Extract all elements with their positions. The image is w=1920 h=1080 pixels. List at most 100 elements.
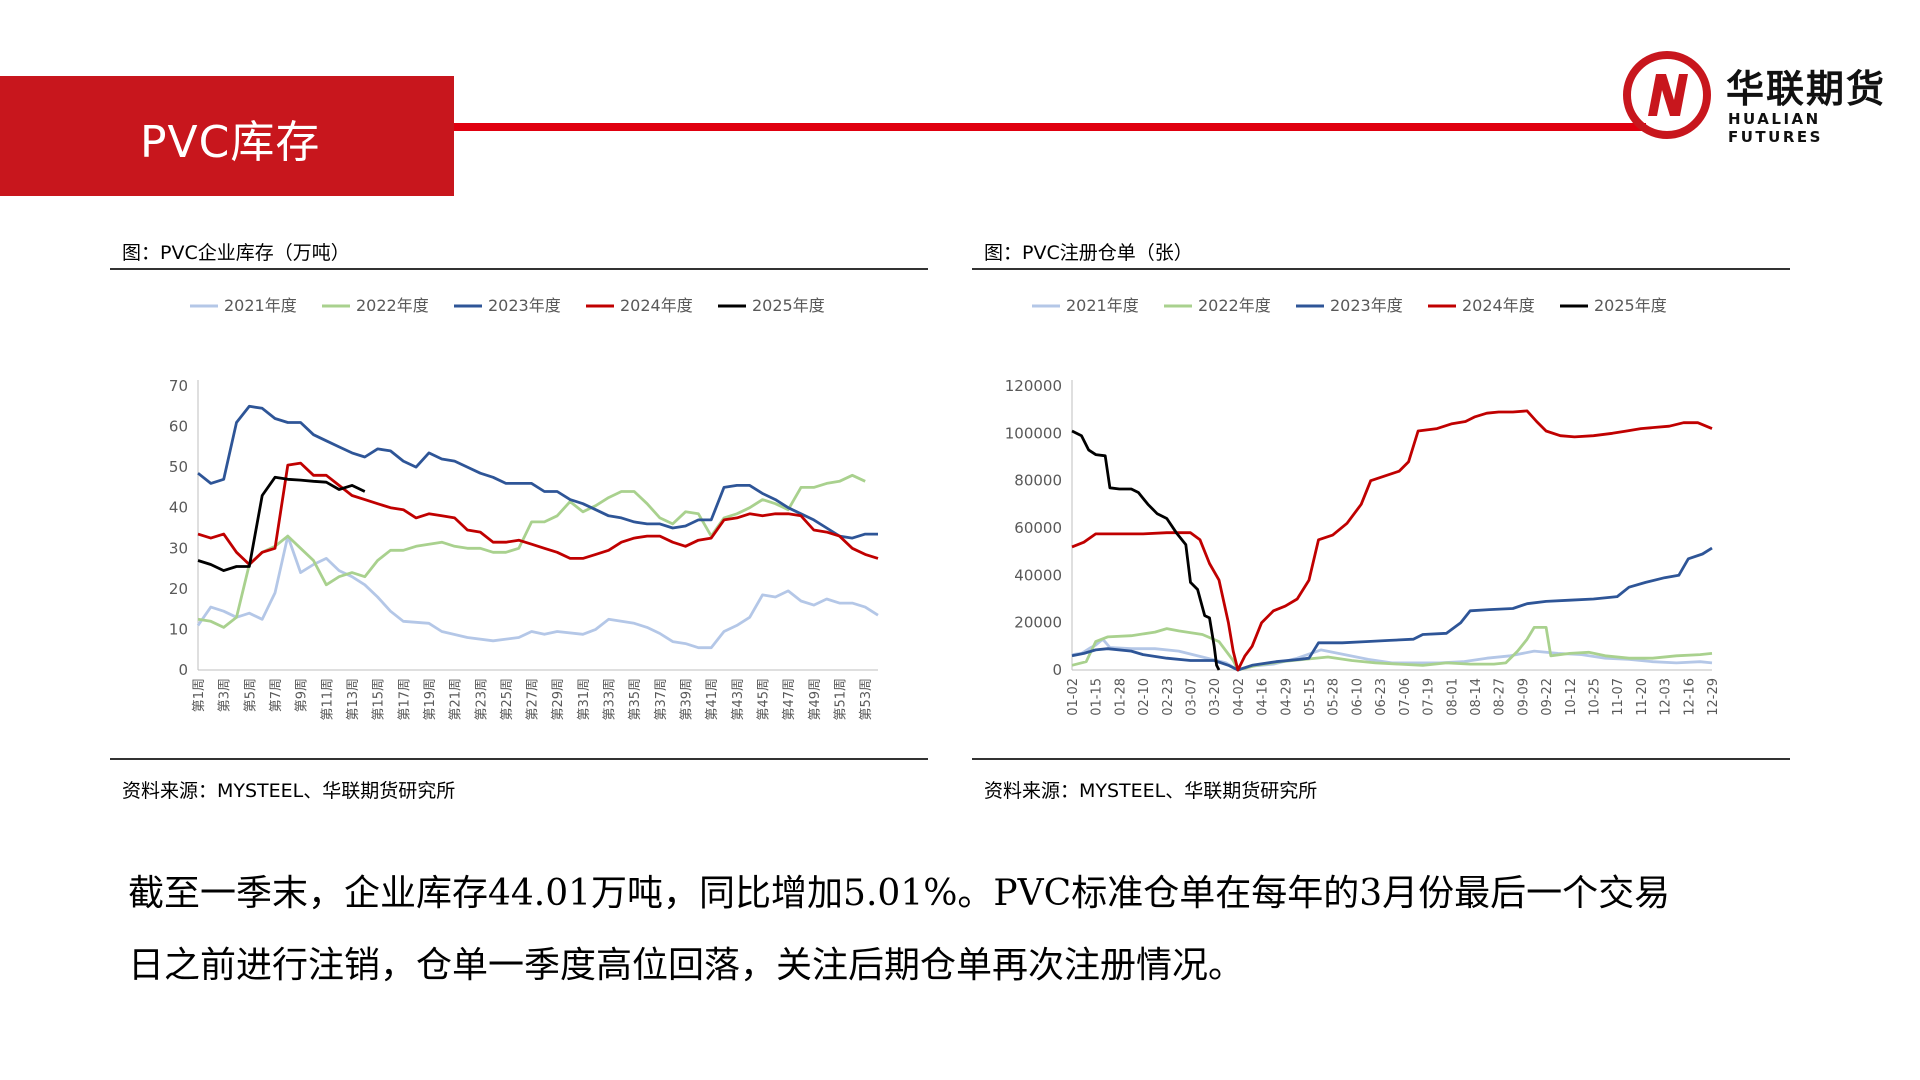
legend-label: 2023年度 — [488, 296, 561, 315]
x-tick-label: 第25周 — [500, 678, 515, 721]
company-logo: 华联期货 HUALIAN FUTURES — [1622, 50, 1912, 146]
x-tick-label: 03-07 — [1185, 678, 1200, 716]
chart-top-rule — [110, 268, 928, 270]
x-tick-label: 第49周 — [808, 678, 823, 721]
y-tick-label: 40 — [169, 499, 188, 517]
commentary-line: 日之前进行注销，仓单一季度高位回落，关注后期仓单再次注册情况。 — [128, 945, 1245, 986]
x-tick-label: 04-02 — [1232, 678, 1247, 716]
y-tick-label: 10 — [169, 620, 188, 638]
x-tick-label: 第13周 — [346, 678, 361, 721]
legend-label: 2025年度 — [1594, 296, 1667, 315]
commentary: 截至一季末，企业库存44.01万吨，同比增加5.01%。PVC标准仓单在每年的3… — [128, 858, 1808, 1002]
chart-top-rule — [972, 268, 1790, 270]
x-tick-label: 第41周 — [705, 678, 720, 721]
x-tick-label: 第21周 — [449, 678, 464, 721]
x-tick-label: 02-23 — [1161, 678, 1176, 716]
y-tick-label: 80000 — [1014, 472, 1062, 490]
x-tick-label: 01-28 — [1113, 678, 1128, 716]
y-tick-label: 100000 — [1005, 424, 1062, 442]
x-tick-label: 04-29 — [1279, 678, 1294, 716]
x-tick-label: 08-01 — [1445, 678, 1460, 716]
x-tick-label: 10-12 — [1564, 678, 1579, 716]
y-tick-label: 120000 — [1005, 377, 1062, 395]
y-tick-label: 40000 — [1014, 566, 1062, 584]
x-tick-label: 06-23 — [1374, 678, 1389, 716]
x-tick-label: 12-29 — [1706, 678, 1721, 716]
series-line-2025年度 — [1071, 429, 1221, 671]
x-tick-label: 第43周 — [731, 678, 746, 721]
legend-label: 2021年度 — [224, 296, 297, 315]
chart-source: 资料来源：MYSTEEL、华联期货研究所 — [984, 780, 1318, 802]
y-tick-label: 60000 — [1014, 519, 1062, 537]
warehouse-receipt-line-chart: 2021年度 2022年度 2023年度 2024年度 2025年度 0 20000 4000… — [1005, 296, 1721, 716]
x-tick-label: 第51周 — [834, 678, 849, 721]
x-tick-label: 第39周 — [680, 678, 695, 721]
x-tick-label: 第47周 — [782, 678, 797, 721]
x-tick-label: 09-09 — [1516, 678, 1531, 716]
series-line-2021年度 — [1071, 637, 1713, 672]
chart-title: 图：PVC注册仓单（张） — [984, 242, 1193, 264]
x-tick-label: 第37周 — [654, 678, 669, 721]
x-tick-label: 08-27 — [1493, 678, 1508, 716]
logo-chinese-name: 华联期货 — [1726, 67, 1887, 111]
series-line-2024年度 — [1071, 409, 1713, 672]
legend-label: 2024年度 — [1462, 296, 1535, 315]
x-tick-label: 第11周 — [320, 678, 335, 721]
x-tick-label: 第45周 — [757, 678, 772, 721]
chart-bottom-rule — [110, 758, 928, 760]
x-tick-label: 11-20 — [1635, 678, 1650, 716]
x-tick-label: 05-28 — [1327, 678, 1342, 716]
hualian-logo-icon — [1623, 51, 1711, 139]
x-tick-label: 01-02 — [1066, 678, 1081, 716]
logo-english-name: HUALIAN FUTURES — [1728, 110, 1823, 146]
legend-label: 2025年度 — [752, 296, 825, 315]
x-tick-label: 03-20 — [1208, 678, 1223, 716]
series-line-2023年度 — [1071, 546, 1713, 672]
y-tick-label: 20000 — [1014, 614, 1062, 632]
chart-bottom-rule — [972, 758, 1790, 760]
series-line-2021年度 — [196, 534, 879, 650]
x-tick-label: 10-25 — [1587, 678, 1602, 716]
chart-title: 图：PVC企业库存（万吨） — [122, 242, 350, 264]
x-tick-label: 第7周 — [269, 678, 284, 712]
x-tick-label: 第23周 — [474, 678, 489, 721]
warehouse-receipt-chart-panel: 图：PVC注册仓单（张） 2021年度 2022年度 2023年度 2024年度 202… — [972, 236, 1790, 806]
x-tick-label: 第1周 — [192, 678, 207, 712]
legend-label: 2022年度 — [1198, 296, 1271, 315]
x-tick-label: 09-22 — [1540, 678, 1555, 716]
series-line-2022年度 — [197, 473, 866, 629]
x-tick-label: 第9周 — [295, 678, 310, 712]
x-tick-label: 第15周 — [372, 678, 387, 721]
x-tick-label: 第53周 — [859, 678, 874, 721]
x-tick-label: 02-10 — [1137, 678, 1152, 716]
x-tick-label: 第19周 — [423, 678, 438, 721]
x-tick-label: 第35周 — [628, 678, 643, 721]
header-rule — [454, 123, 1646, 131]
x-tick-label: 第3周 — [218, 678, 233, 712]
x-tick-label: 11-07 — [1611, 678, 1626, 716]
title-banner — [0, 76, 454, 196]
x-tick-label: 第33周 — [603, 678, 618, 721]
chart-source: 资料来源：MYSTEEL、华联期货研究所 — [122, 780, 456, 802]
y-tick-label: 70 — [169, 377, 188, 395]
y-tick-label: 50 — [169, 458, 188, 476]
legend-label: 2022年度 — [356, 296, 429, 315]
x-tick-label: 04-16 — [1256, 678, 1271, 716]
x-tick-label: 06-10 — [1350, 678, 1365, 716]
x-tick-label: 01-15 — [1090, 678, 1105, 716]
y-tick-label: 20 — [169, 580, 188, 598]
series-line-2023年度 — [197, 404, 878, 540]
legend-label: 2023年度 — [1330, 296, 1403, 315]
commentary-line: 截至一季末，企业库存44.01万吨，同比增加5.01%。PVC标准仓单在每年的3… — [128, 873, 1671, 914]
y-tick-label: 60 — [169, 418, 188, 436]
x-tick-label: 05-15 — [1303, 678, 1318, 716]
page-title: PVC库存 — [140, 117, 321, 168]
y-tick-label: 30 — [169, 539, 188, 557]
y-tick-label: 0 — [178, 661, 188, 679]
legend-label: 2021年度 — [1066, 296, 1139, 315]
legend-label: 2024年度 — [620, 296, 693, 315]
inventory-line-chart: 2021年度 2022年度 2023年度 2024年度 2025年度 0 10 20 30 40 5… — [169, 296, 879, 721]
x-tick-label: 第27周 — [526, 678, 541, 721]
x-tick-label: 07-06 — [1398, 678, 1413, 716]
series-line-2025年度 — [197, 475, 366, 573]
